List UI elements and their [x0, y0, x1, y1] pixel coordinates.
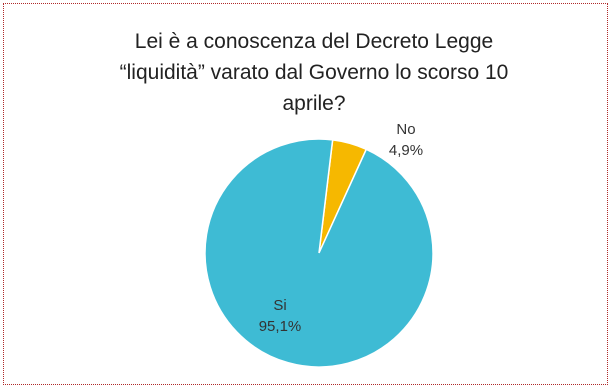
slice-label-si: Si — [273, 297, 286, 314]
slice-value-no: 4,9% — [389, 142, 423, 159]
pie-slice-si — [204, 138, 434, 368]
slice-value-si: 95,1% — [259, 318, 302, 335]
chart-title-line-2: “liquidità” varato dal Governo lo scorso… — [119, 61, 509, 84]
chart-title-line-1: Lei è a conoscenza del Decreto Legge — [134, 30, 494, 53]
chart-title: Lei è a conoscenza del Decreto Legge “li… — [114, 26, 514, 119]
slice-label-no: No — [396, 121, 415, 138]
chart-title-line-3: aprile? — [282, 92, 346, 115]
pie-slices — [204, 138, 434, 368]
